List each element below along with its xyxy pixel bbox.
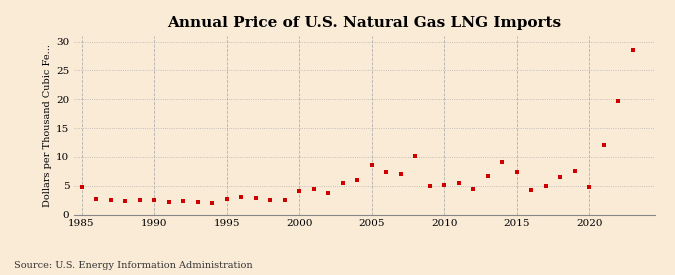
Title: Annual Price of U.S. Natural Gas LNG Imports: Annual Price of U.S. Natural Gas LNG Imp… (167, 16, 562, 31)
Y-axis label: Dollars per Thousand Cubic Fe...: Dollars per Thousand Cubic Fe... (43, 44, 52, 207)
Text: Source: U.S. Energy Information Administration: Source: U.S. Energy Information Administ… (14, 260, 252, 270)
